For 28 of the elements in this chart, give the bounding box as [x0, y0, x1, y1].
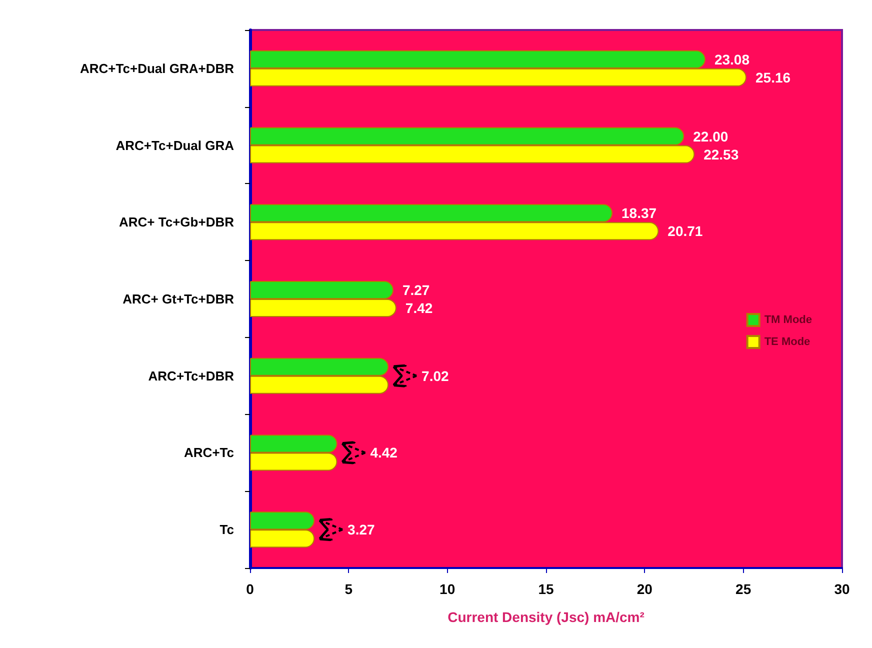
x-tick-label: 25 — [736, 581, 752, 597]
data-label: 22.53 — [704, 146, 739, 162]
x-axis-title: Current Density (Jsc) mA/cm² — [448, 609, 645, 625]
y-tick-label: ARC+Tc+Dual GRA+DBR — [80, 60, 235, 76]
data-label: 18.37 — [622, 205, 657, 222]
x-tick-label: 5 — [344, 581, 353, 597]
y-tick-label: ARC+ Tc+Gb+DBR — [119, 214, 235, 230]
legend-label: TM Mode — [764, 314, 812, 326]
x-tick-label: 0 — [246, 581, 254, 597]
data-label: 23.08 — [714, 51, 750, 68]
y-tick-label: ARC+Tc+Dual GRA — [116, 138, 235, 153]
legend-label: TE Mode — [764, 336, 810, 348]
data-label: 4.42 — [370, 444, 398, 461]
data-label: 7.27 — [402, 282, 430, 298]
x-tick-label: 10 — [440, 581, 456, 597]
data-label: 7.02 — [422, 368, 449, 384]
data-label: 20.71 — [668, 223, 703, 240]
data-label: 22.00 — [693, 128, 728, 144]
y-tick-label: ARC+Tc — [184, 445, 234, 460]
y-tick-label: ARC+ Gt+Tc+DBR — [122, 292, 235, 306]
y-tick-label: ARC+Tc+DBR — [148, 368, 235, 384]
x-tick-label: 30 — [834, 581, 850, 597]
data-label: 3.27 — [348, 522, 375, 538]
data-label: 7.42 — [405, 300, 433, 316]
data-label: 25.16 — [755, 69, 791, 86]
x-tick-label: 15 — [538, 581, 554, 597]
y-tick-label: Tc — [220, 522, 234, 538]
x-tick-label: 20 — [636, 581, 653, 597]
